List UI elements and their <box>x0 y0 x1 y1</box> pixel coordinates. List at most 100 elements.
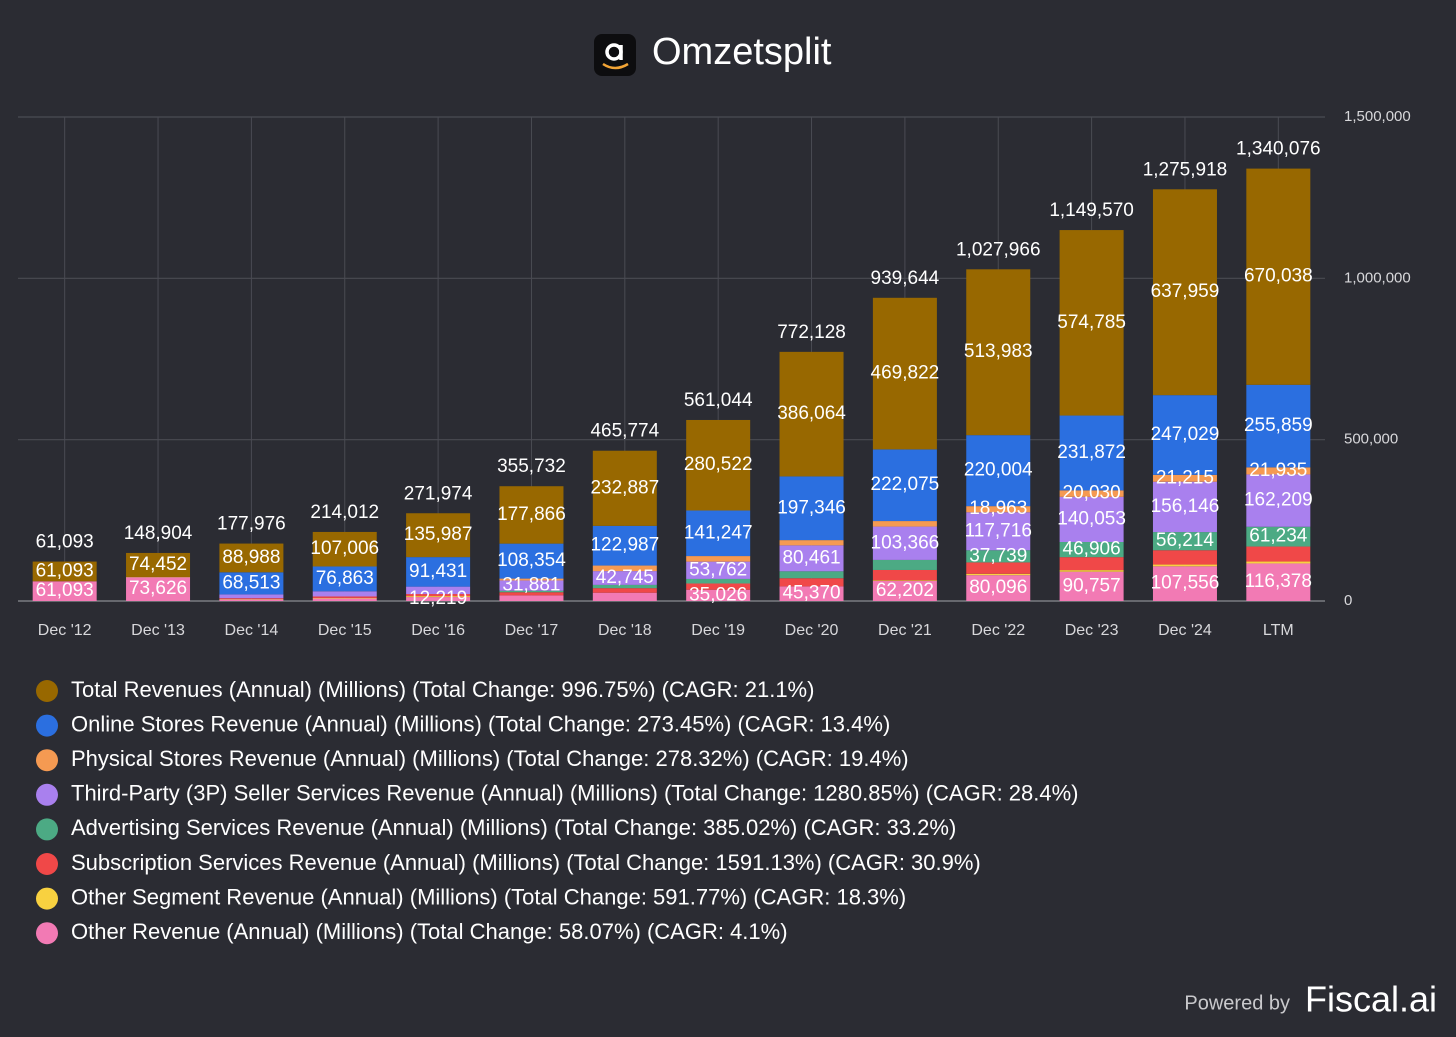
x-tick-label: Dec '18 <box>598 622 652 639</box>
segment-label: 45,370 <box>782 583 840 604</box>
segment-label: 141,247 <box>684 522 753 543</box>
segment-label: 255,859 <box>1244 415 1313 436</box>
total-label: 355,732 <box>497 456 566 477</box>
total-label: 148,904 <box>124 523 193 544</box>
legend-label: Advertising Services Revenue (Annual) (M… <box>71 815 956 840</box>
segment-label: 280,522 <box>684 454 753 475</box>
segment-label: 108,354 <box>497 550 566 571</box>
bar-segment <box>780 571 844 578</box>
x-tick-label: Dec '24 <box>1158 622 1212 639</box>
legend-marker <box>36 888 58 910</box>
segment-label: 232,887 <box>590 477 659 498</box>
legend-marker <box>36 922 58 944</box>
segment-label: 76,863 <box>316 568 374 589</box>
legend-marker <box>36 749 58 771</box>
bar-segment <box>219 598 283 599</box>
bar-segment <box>1246 547 1310 562</box>
bar-segment <box>313 596 377 597</box>
segment-label: 156,146 <box>1151 496 1220 517</box>
x-tick-label: Dec '17 <box>505 622 559 639</box>
segment-label: 53,762 <box>689 559 747 580</box>
segment-label: 35,026 <box>689 584 747 605</box>
legend-marker <box>36 715 58 737</box>
x-tick-label: Dec '21 <box>878 622 932 639</box>
segment-label: 46,906 <box>1063 539 1121 560</box>
y-tick-label: 500,000 <box>1344 431 1398 448</box>
segment-label: 103,366 <box>871 532 940 553</box>
segment-label: 231,872 <box>1057 442 1126 463</box>
total-label: 1,275,918 <box>1143 159 1228 180</box>
bar-segment <box>966 574 1030 575</box>
bar-segment <box>780 540 844 545</box>
segment-label: 247,029 <box>1151 424 1220 445</box>
legend-label: Online Stores Revenue (Annual) (Millions… <box>71 711 890 736</box>
segment-label: 222,075 <box>871 474 940 495</box>
segment-label: 56,214 <box>1156 530 1215 551</box>
segment-label: 469,822 <box>871 363 940 384</box>
y-tick-label: 1,500,000 <box>1344 108 1411 125</box>
segment-label: 135,987 <box>404 524 473 545</box>
segment-label: 18,963 <box>969 498 1027 519</box>
x-tick-label: Dec '15 <box>318 622 372 639</box>
bar-segment <box>1060 570 1124 572</box>
bar-segment <box>1246 562 1310 564</box>
segment-label: 88,988 <box>222 547 280 568</box>
bar-segment <box>313 598 377 601</box>
powered-by: Powered by <box>1184 992 1290 1014</box>
segment-label: 91,431 <box>409 561 467 582</box>
segment-label: 31,881 <box>502 575 560 596</box>
segment-label: 74,452 <box>129 554 187 575</box>
logo <box>594 34 636 76</box>
legend-marker <box>36 784 58 806</box>
legend-label: Other Segment Revenue (Annual) (Millions… <box>71 884 906 909</box>
brand: Fiscal.ai <box>1305 979 1437 1020</box>
x-tick-label: Dec '23 <box>1065 622 1119 639</box>
legend-label: Other Revenue (Annual) (Millions) (Total… <box>71 919 788 944</box>
segment-label: 107,556 <box>1151 573 1220 594</box>
x-tick-label: Dec '20 <box>785 622 839 639</box>
segment-label: 21,935 <box>1249 460 1307 481</box>
legend-marker <box>36 853 58 875</box>
legend-label: Subscription Services Revenue (Annual) (… <box>71 850 981 875</box>
bar-segment <box>873 560 937 570</box>
segment-label: 61,093 <box>36 580 94 601</box>
legend-marker <box>36 818 58 840</box>
segment-label: 513,983 <box>964 341 1033 362</box>
segment-label: 177,866 <box>497 504 566 525</box>
bar-segment <box>873 521 937 527</box>
segment-label: 61,093 <box>36 560 94 581</box>
segment-label: 117,716 <box>965 520 1032 541</box>
segment-label: 61,234 <box>1249 526 1308 547</box>
segment-label: 37,739 <box>969 545 1027 566</box>
segment-label: 80,096 <box>969 577 1027 598</box>
total-label: 271,974 <box>404 483 473 504</box>
total-label: 1,340,076 <box>1236 139 1321 160</box>
legend-marker <box>36 680 58 702</box>
total-label: 177,976 <box>217 514 286 535</box>
bar-segment <box>593 588 657 593</box>
segment-label: 21,215 <box>1156 467 1214 488</box>
segment-label: 116,378 <box>1245 571 1312 592</box>
x-tick-label: LTM <box>1263 622 1294 639</box>
chart-title: Omzetsplit <box>652 31 832 73</box>
x-tick-label: Dec '16 <box>411 622 465 639</box>
total-label: 214,012 <box>310 502 379 523</box>
total-label: 465,774 <box>590 421 659 442</box>
segment-label: 162,209 <box>1244 490 1313 511</box>
segment-label: 80,461 <box>782 547 840 568</box>
x-tick-label: Dec '13 <box>131 622 185 639</box>
x-tick-label: Dec '22 <box>971 622 1025 639</box>
bar-segment <box>219 600 283 601</box>
segment-label: 637,959 <box>1151 281 1220 302</box>
segment-label: 20,030 <box>1063 483 1121 504</box>
bar-segment <box>1153 565 1217 567</box>
total-label: 1,149,570 <box>1049 200 1134 221</box>
total-label: 561,044 <box>684 390 753 411</box>
segment-label: 73,626 <box>129 578 187 599</box>
segment-label: 42,745 <box>596 567 654 588</box>
segment-label: 197,346 <box>777 497 846 518</box>
legend-label: Third-Party (3P) Seller Services Revenue… <box>71 781 1079 806</box>
total-label: 772,128 <box>777 322 846 343</box>
